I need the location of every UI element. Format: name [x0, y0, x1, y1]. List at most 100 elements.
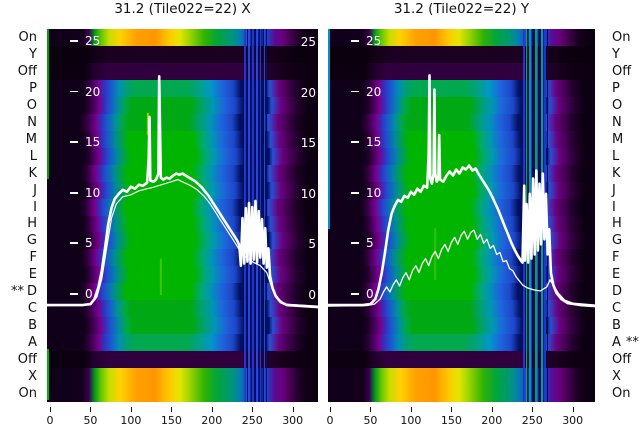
heatmap-row-x-20 — [47, 368, 318, 386]
rfi-streak — [266, 29, 267, 402]
row-label-x-20: X — [612, 368, 640, 385]
overlay-curves — [47, 75, 318, 309]
y-tick-label-right: 5 — [308, 237, 316, 252]
row-label-off-2: Off — [612, 63, 640, 80]
y-tick-dash — [70, 90, 78, 93]
row-label-l-7: L — [612, 148, 640, 165]
y-tick-dash — [351, 242, 359, 245]
y-tick-label-left: 10 — [351, 187, 381, 199]
x-tick-mark — [370, 407, 372, 412]
row-label-b-17: B — [612, 317, 640, 334]
row-label-text: C — [612, 301, 622, 317]
x-axis-left: 0 50 100 150 200 250 300 — [47, 403, 318, 433]
row-label-text: On — [612, 386, 631, 401]
y-tick-label-right: 10 — [300, 186, 316, 201]
x-tick-mark — [130, 407, 132, 412]
row-label-k-8: K — [612, 165, 640, 182]
row-label-a-18: A — [0, 334, 37, 351]
y-tick-dash — [70, 191, 78, 194]
row-label-text: B — [28, 318, 37, 334]
panel-title-x: 31.2 (Tile022=22) X — [114, 1, 251, 17]
row-label-i-10: I — [0, 199, 37, 216]
row-label-on-21: On — [612, 385, 640, 402]
row-label-text: I — [612, 199, 616, 215]
row-label-on-21: On — [0, 385, 37, 402]
row-label-text: F — [612, 250, 620, 266]
y-tick-value: 10 — [85, 185, 101, 200]
row-label-p-3: P — [0, 80, 37, 97]
row-label-text: X — [28, 369, 37, 385]
row-label-text: E — [28, 267, 37, 283]
x-tick-label: 300 — [562, 414, 584, 427]
y-tick-value: 15 — [366, 135, 382, 150]
row-label-text: M — [612, 131, 624, 147]
row-label-text: D — [612, 284, 623, 300]
row-label-text: B — [612, 318, 621, 334]
row-label-text: A — [28, 335, 37, 351]
row-label-e-14: E — [0, 266, 37, 283]
row-label-off-19: Off — [612, 351, 640, 368]
y-tick-label-left: 20 — [351, 86, 381, 98]
overlay-curves — [328, 74, 595, 308]
y-tick-value: 5 — [366, 236, 374, 251]
row-label-text: A — [612, 335, 621, 351]
row-label-n-5: N — [612, 114, 640, 131]
row-label-o-4: O — [612, 97, 640, 114]
y-tick-value: 5 — [85, 236, 93, 251]
bandpass-trace2 — [47, 179, 318, 307]
row-label-f-13: F — [0, 249, 37, 266]
y-tick-value: 10 — [366, 185, 382, 200]
row-label-text: H — [612, 216, 622, 232]
x-tick-mark — [532, 407, 534, 412]
x-tick-mark — [211, 407, 213, 412]
row-label-text: G — [26, 233, 37, 249]
edge-line — [47, 29, 49, 179]
y-tick-dash — [351, 40, 359, 42]
row-label-i-10: I — [612, 199, 640, 216]
y-tick-dash — [70, 242, 78, 245]
heatmap-row-on-21 — [47, 385, 318, 402]
row-label-j-9: J — [612, 182, 640, 199]
y-tick-label-left: 15 — [70, 136, 100, 148]
x-tick-mark — [330, 407, 331, 412]
heatmap-row-j-9 — [47, 181, 318, 200]
y-tick-label-left: 15 — [351, 136, 381, 148]
row-label-text: F — [29, 250, 37, 266]
x-tick-label: 150 — [160, 414, 182, 427]
x-tick-label: 50 — [83, 414, 98, 427]
row-label-b-17: B — [0, 317, 37, 334]
row-label-text: O — [26, 97, 37, 113]
x-tick-mark — [90, 407, 92, 412]
row-label-text: N — [27, 114, 37, 130]
row-label-a-18: A ** — [612, 334, 640, 351]
row-label-j-9: J — [0, 182, 37, 199]
x-tick-label: 100 — [120, 414, 142, 427]
y-tick-dash — [70, 293, 78, 295]
row-label-text: P — [612, 80, 620, 96]
row-label-y-1: Y — [612, 46, 640, 63]
row-label-d-15: D — [612, 283, 640, 300]
row-label-k-8: K — [0, 165, 37, 182]
x-axis-right: 0 50 100 150 200 250 300 — [327, 403, 595, 433]
y-tick-value: 15 — [85, 135, 101, 150]
x-tick-label: 200 — [201, 414, 223, 427]
row-label-text: G — [612, 233, 623, 249]
row-label-h-11: H — [612, 216, 640, 233]
heatmap-row-e-14 — [47, 266, 318, 284]
heatmap-row-p-3 — [47, 79, 318, 98]
heatmap-row-m-6 — [47, 130, 318, 149]
x-tick-mark — [252, 407, 254, 412]
x-tick-mark — [451, 407, 453, 412]
y-tick-label-left: 25 — [351, 35, 381, 47]
row-label-text: O — [612, 97, 623, 113]
heatmap-row-y-1 — [47, 45, 318, 64]
y-tick-value: 25 — [85, 34, 101, 48]
row-label-text: I — [33, 199, 37, 215]
heatmap-row-a-18 — [47, 334, 318, 352]
flag-asterisks: ** — [625, 335, 639, 351]
row-labels-right: On Y Off P O N M L K J I H G F E D C B A ** Off X On — [612, 29, 640, 402]
heatmap-row-off-2 — [47, 62, 318, 81]
heatmap-row-on-0 — [47, 29, 318, 47]
row-label-text: On — [18, 29, 37, 45]
y-tick-label-left: 0 — [351, 288, 374, 300]
